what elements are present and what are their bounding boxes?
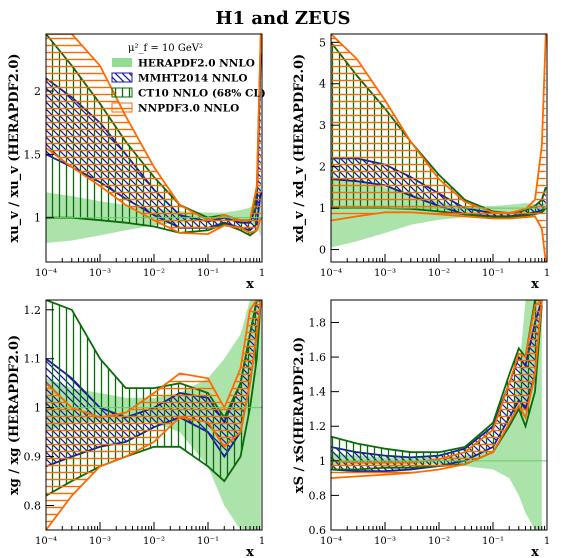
y-tick-label: 5 bbox=[319, 36, 326, 49]
band-edge-upper bbox=[331, 300, 543, 464]
y-axis-label: xd_v / xd_v (HERAPDF2.0) bbox=[292, 54, 307, 242]
y-tick-label: 0.9 bbox=[24, 451, 42, 464]
x-tick-label: 10⁻² bbox=[428, 536, 450, 547]
y-tick-label: 1.2 bbox=[309, 420, 327, 433]
y-tick-label: 1 bbox=[34, 212, 41, 225]
x-axis-label: x bbox=[246, 545, 254, 558]
x-tick-label: 10⁻² bbox=[428, 268, 450, 279]
y-tick-label: 1.1 bbox=[24, 353, 42, 366]
x-tick-label: 1 bbox=[544, 536, 550, 547]
y-tick-label: 2 bbox=[34, 85, 41, 98]
x-tick-label: 10⁻³ bbox=[374, 536, 396, 547]
y-tick-label: 4 bbox=[319, 78, 326, 91]
x-tick-label: 1 bbox=[259, 268, 265, 279]
band-nnpdf3-0-nnlo bbox=[46, 300, 261, 530]
x-tick-label: 10⁻³ bbox=[89, 268, 111, 279]
x-axis-label: x bbox=[246, 277, 254, 292]
y-tick-label: 1 bbox=[319, 455, 326, 468]
legend-swatch bbox=[112, 58, 132, 67]
figure-title: H1 and ZEUS bbox=[216, 8, 351, 29]
legend-entry-label: NNPDF3.0 NNLO bbox=[138, 103, 239, 115]
y-tick-label: 0 bbox=[319, 244, 326, 257]
x-tick-label: 10⁻² bbox=[143, 268, 165, 279]
x-tick-label: 10⁻¹ bbox=[197, 536, 219, 547]
y-tick-label: 1.5 bbox=[24, 148, 42, 161]
x-tick-label: 10⁻³ bbox=[89, 536, 111, 547]
panel-1: 10⁻⁴ 10⁻³ 10⁻² 10⁻¹ 1 1 1.5 2 x xu_v / xu_v (HERA… bbox=[7, 33, 265, 292]
y-axis-label: xu_v / xu_v (HERAPDF2.0) bbox=[7, 53, 22, 242]
legend-entry-label: MMHT2014 NNLO bbox=[138, 73, 248, 85]
legend-scale-label: μ²_f = 10 GeV² bbox=[128, 43, 203, 54]
y-tick-label: 1.2 bbox=[24, 304, 42, 317]
legend-swatch bbox=[111, 87, 133, 98]
band-edge-upper bbox=[46, 34, 262, 222]
x-tick-label: 1 bbox=[544, 268, 550, 279]
y-tick-label: 1.4 bbox=[309, 386, 327, 399]
panel-2: 10⁻⁴ 10⁻³ 10⁻² 10⁻¹ 1 0 1 2 3 4 5 x xd_v / xd_v (HER… bbox=[292, 33, 550, 292]
panels: 10⁻⁴ 10⁻³ 10⁻² 10⁻¹ 1 1 1.5 2 x xu_v / xu_v (HERA… bbox=[7, 33, 550, 558]
x-tick-label: 10⁻³ bbox=[374, 268, 396, 279]
y-tick-label: 1.6 bbox=[309, 351, 327, 364]
x-tick-label: 10⁻⁴ bbox=[35, 536, 57, 547]
legend: μ²_f = 10 GeV² HERAPDF2.0 NNLO MMHT2014 NN… bbox=[111, 43, 266, 115]
band-edge-upper bbox=[46, 300, 261, 419]
y-tick-label: 0.6 bbox=[309, 524, 327, 537]
plot-area bbox=[331, 34, 547, 262]
band-nnpdf3-0-nnlo bbox=[46, 34, 261, 235]
legend-swatch bbox=[111, 72, 133, 83]
y-axis-label: xS / xS(HERAPDF2.0) bbox=[292, 337, 307, 493]
x-tick-label: 10⁻⁴ bbox=[320, 536, 342, 547]
x-tick-label: 1 bbox=[259, 536, 265, 547]
legend-entry-label: CT10 NNLO (68% CL) bbox=[138, 88, 266, 100]
y-tick-label: 0.8 bbox=[309, 489, 327, 502]
plot-area bbox=[46, 34, 262, 243]
band-nnpdf3-0-nnlo bbox=[331, 34, 546, 262]
plot-area bbox=[46, 300, 262, 530]
panel-3: 10⁻⁴ 10⁻³ 10⁻² 10⁻¹ 1 0.8 0.9 1 1.1 1.2 x xg / xg (… bbox=[7, 299, 265, 558]
band-edge-lower bbox=[46, 300, 262, 530]
legend-entry-label: HERAPDF2.0 NNLO bbox=[138, 58, 255, 70]
x-tick-label: 10⁻¹ bbox=[482, 268, 504, 279]
band-edge-lower bbox=[46, 147, 262, 236]
x-tick-label: 10⁻¹ bbox=[482, 536, 504, 547]
y-tick-label: 1.8 bbox=[309, 316, 327, 329]
x-tick-label: 10⁻¹ bbox=[197, 268, 219, 279]
y-tick-label: 0.8 bbox=[24, 500, 42, 513]
y-tick-label: 1 bbox=[319, 202, 326, 215]
x-tick-label: 10⁻⁴ bbox=[320, 268, 342, 279]
band-edge-upper bbox=[331, 34, 547, 215]
y-tick-label: 2 bbox=[319, 161, 326, 174]
x-axis-label: x bbox=[531, 545, 539, 558]
x-axis-label: x bbox=[531, 277, 539, 292]
y-tick-label: 3 bbox=[319, 119, 326, 132]
y-tick-label: 1 bbox=[34, 402, 41, 415]
band-edge-lower bbox=[331, 211, 547, 262]
band-edge-lower bbox=[331, 300, 543, 479]
legend-swatch bbox=[111, 102, 133, 113]
panel-4: 10⁻⁴ 10⁻³ 10⁻² 10⁻¹ 1 0.6 0.8 1 1.2 1.4 1.6 1.8 x xS … bbox=[292, 299, 550, 558]
plot-area bbox=[331, 300, 547, 530]
y-axis-label: xg / xg (HERAPDF2.0) bbox=[7, 335, 22, 495]
x-tick-label: 10⁻⁴ bbox=[35, 268, 57, 279]
x-tick-label: 10⁻² bbox=[143, 536, 165, 547]
